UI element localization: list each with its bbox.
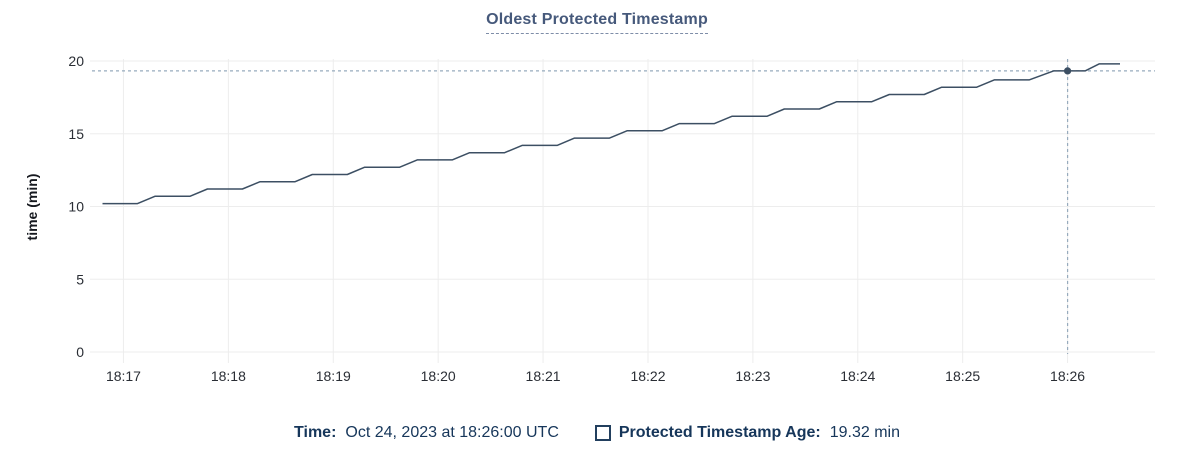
y-tick-label: 15: [68, 126, 84, 142]
x-tick-label: 18:23: [735, 368, 770, 384]
time-value: Oct 24, 2023 at 18:26:00 UTC: [345, 424, 559, 441]
chart-canvas: 0 5 10 15 20 18:17 18:18 18:19 18:20 18:21 18:22 18…: [68, 53, 1155, 384]
hover-dot: [1063, 67, 1072, 75]
series-line: [102, 63, 1120, 205]
y-tick-label: 10: [68, 199, 84, 215]
x-tick-label: 18:18: [211, 368, 246, 384]
y-tick-label: 5: [76, 271, 84, 287]
x-tick-label: 18:24: [840, 368, 875, 384]
x-tick-label: 18:17: [106, 368, 141, 384]
x-tick-label: 18:26: [1050, 368, 1085, 384]
footer-series-group: Protected Timestamp Age: 19.32 min: [594, 424, 900, 442]
x-tick-label: 18:21: [526, 368, 561, 384]
series-value: 19.32 min: [829, 424, 900, 441]
x-tick-label: 18:20: [421, 368, 456, 384]
y-tick-label: 20: [68, 53, 84, 69]
series-label: Protected Timestamp Age:: [618, 424, 821, 441]
y-axis-label: time (min): [24, 173, 40, 241]
x-tick-label: 18:19: [316, 368, 351, 384]
x-tick-label: 18:25: [945, 368, 980, 384]
chart-title-row: Oldest Protected Timestamp: [0, 11, 1194, 34]
legend-checkbox[interactable]: [594, 425, 611, 441]
chart-title[interactable]: Oldest Protected Timestamp: [486, 11, 708, 34]
footer-time-group: Time: Oct 24, 2023 at 18:26:00 UTC: [294, 424, 559, 442]
y-tick-label: 0: [76, 344, 84, 360]
time-label: Time:: [294, 424, 337, 441]
chart-footer-legend: Time: Oct 24, 2023 at 18:26:00 UTC Prote…: [0, 420, 1194, 446]
x-tick-label: 18:22: [630, 368, 665, 384]
plot-hover-area[interactable]: [92, 61, 1155, 352]
